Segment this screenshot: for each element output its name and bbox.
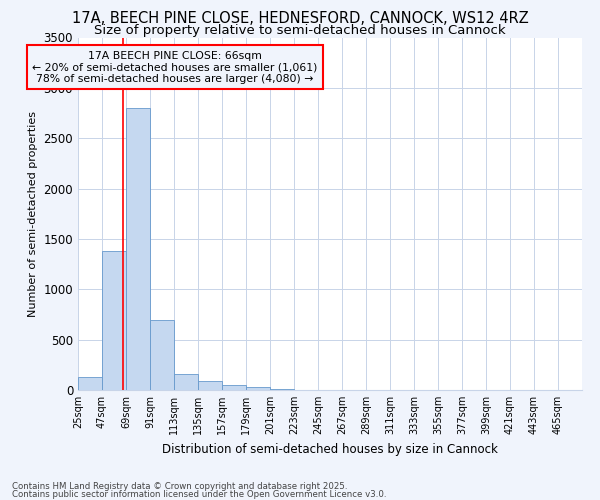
Text: 17A BEECH PINE CLOSE: 66sqm
← 20% of semi-detached houses are smaller (1,061)
78: 17A BEECH PINE CLOSE: 66sqm ← 20% of sem… bbox=[32, 50, 318, 84]
Bar bbox=[102, 251, 126, 390]
Text: Contains HM Land Registry data © Crown copyright and database right 2025.: Contains HM Land Registry data © Crown c… bbox=[12, 482, 347, 491]
Bar bbox=[126, 108, 150, 390]
Bar bbox=[222, 386, 246, 390]
Bar bbox=[246, 387, 270, 390]
Y-axis label: Number of semi-detached properties: Number of semi-detached properties bbox=[28, 111, 38, 317]
Text: Contains public sector information licensed under the Open Government Licence v3: Contains public sector information licen… bbox=[12, 490, 386, 499]
Text: Size of property relative to semi-detached houses in Cannock: Size of property relative to semi-detach… bbox=[94, 24, 506, 37]
Bar bbox=[78, 377, 102, 390]
Bar bbox=[150, 320, 174, 390]
Bar bbox=[198, 381, 222, 390]
X-axis label: Distribution of semi-detached houses by size in Cannock: Distribution of semi-detached houses by … bbox=[162, 442, 498, 456]
Bar bbox=[174, 374, 198, 390]
Bar bbox=[270, 389, 294, 390]
Text: 17A, BEECH PINE CLOSE, HEDNESFORD, CANNOCK, WS12 4RZ: 17A, BEECH PINE CLOSE, HEDNESFORD, CANNO… bbox=[71, 11, 529, 26]
